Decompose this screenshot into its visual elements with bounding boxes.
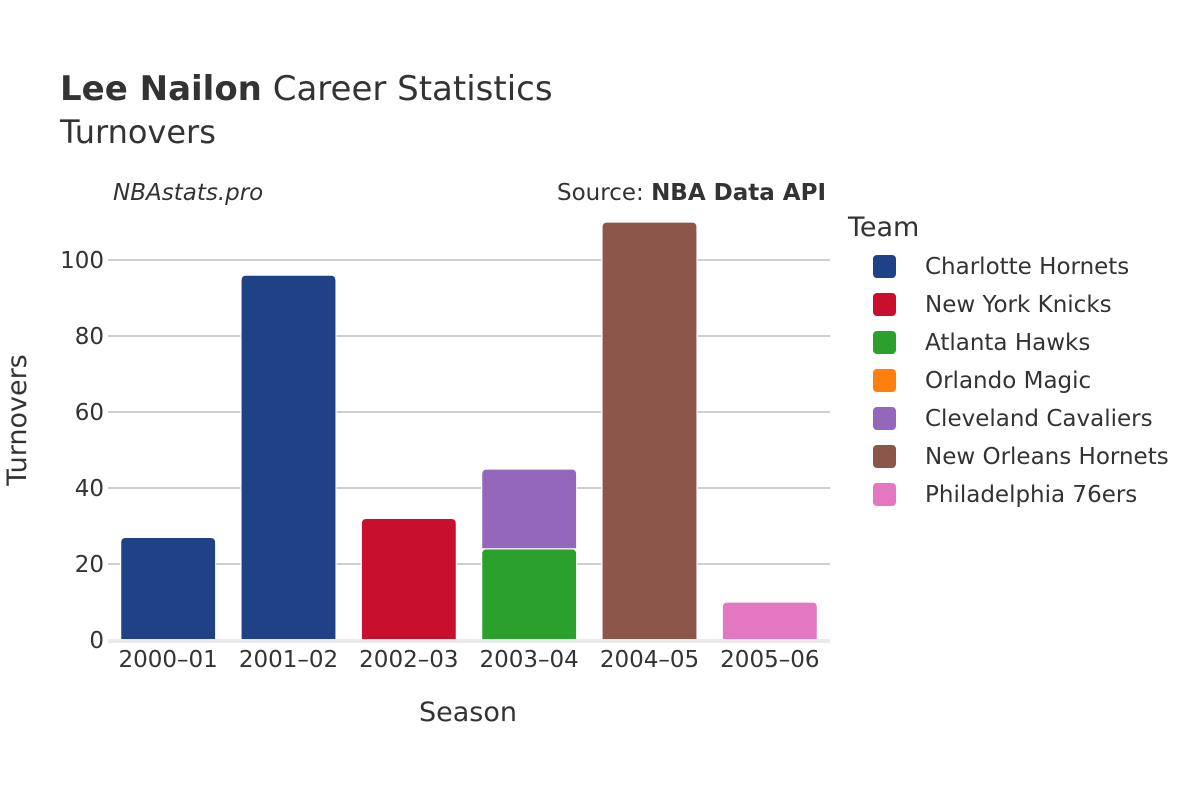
x-tick-label: 2004–05 xyxy=(600,647,699,673)
site-credit: NBAstats.pro xyxy=(113,180,263,206)
y-tick-label: 0 xyxy=(89,628,104,654)
legend-swatch xyxy=(873,369,896,392)
legend-title: Team xyxy=(847,212,919,243)
bar-segment xyxy=(481,548,578,641)
legend-item-label: Atlanta Hawks xyxy=(925,330,1090,356)
legend: Team Charlotte Hornets New York Knicks Atl… xyxy=(847,212,1169,508)
chart-subtitle: Turnovers xyxy=(59,113,216,151)
source-prefix: Source: xyxy=(557,180,651,206)
legend-swatch xyxy=(873,293,896,316)
x-axis-title: Season xyxy=(419,697,517,728)
bar-segment xyxy=(240,274,337,641)
source-name: NBA Data API xyxy=(651,180,826,206)
legend-swatch xyxy=(873,483,896,506)
y-tick-label: 60 xyxy=(75,400,104,426)
source-credit: Source: NBA Data API xyxy=(557,180,826,206)
y-tick-label: 100 xyxy=(60,248,104,274)
legend-swatch xyxy=(873,331,896,354)
legend-item-label: Cleveland Cavaliers xyxy=(925,406,1153,432)
legend-item-label: Charlotte Hornets xyxy=(925,254,1129,280)
bar-segment xyxy=(360,517,457,641)
axes: 0 20 40 60 80 100 2000–01 2001–02 2002–03 2003–04… xyxy=(60,248,830,673)
legend-swatch xyxy=(873,255,896,278)
x-tick-label: 2002–03 xyxy=(359,647,458,673)
chart-title-suffix: Career Statistics xyxy=(262,69,553,109)
chart-title-player: Lee Nailon xyxy=(60,69,262,109)
bar-segment xyxy=(721,601,818,641)
x-tick-label: 2000–01 xyxy=(119,647,218,673)
y-tick-label: 40 xyxy=(75,476,104,502)
legend-item-label: New York Knicks xyxy=(925,292,1112,318)
legend-item-label: New Orleans Hornets xyxy=(925,444,1169,470)
chart-title: Lee Nailon Career Statistics xyxy=(60,69,553,109)
y-tick-label: 80 xyxy=(75,324,104,350)
bar-segment xyxy=(120,536,217,641)
legend-swatch xyxy=(873,445,896,468)
bar-segment xyxy=(481,468,578,550)
x-tick-label: 2001–02 xyxy=(239,647,338,673)
legend-item-label: Philadelphia 76ers xyxy=(925,482,1137,508)
legend-item-label: Orlando Magic xyxy=(925,368,1091,394)
x-tick-label: 2005–06 xyxy=(720,647,819,673)
y-tick-label: 20 xyxy=(75,552,104,578)
bar-segment xyxy=(601,221,698,641)
y-axis-title: Turnovers xyxy=(2,354,33,487)
legend-swatch xyxy=(873,407,896,430)
bars xyxy=(120,221,818,641)
x-tick-label: 2003–04 xyxy=(480,647,579,673)
gridlines xyxy=(108,259,830,565)
